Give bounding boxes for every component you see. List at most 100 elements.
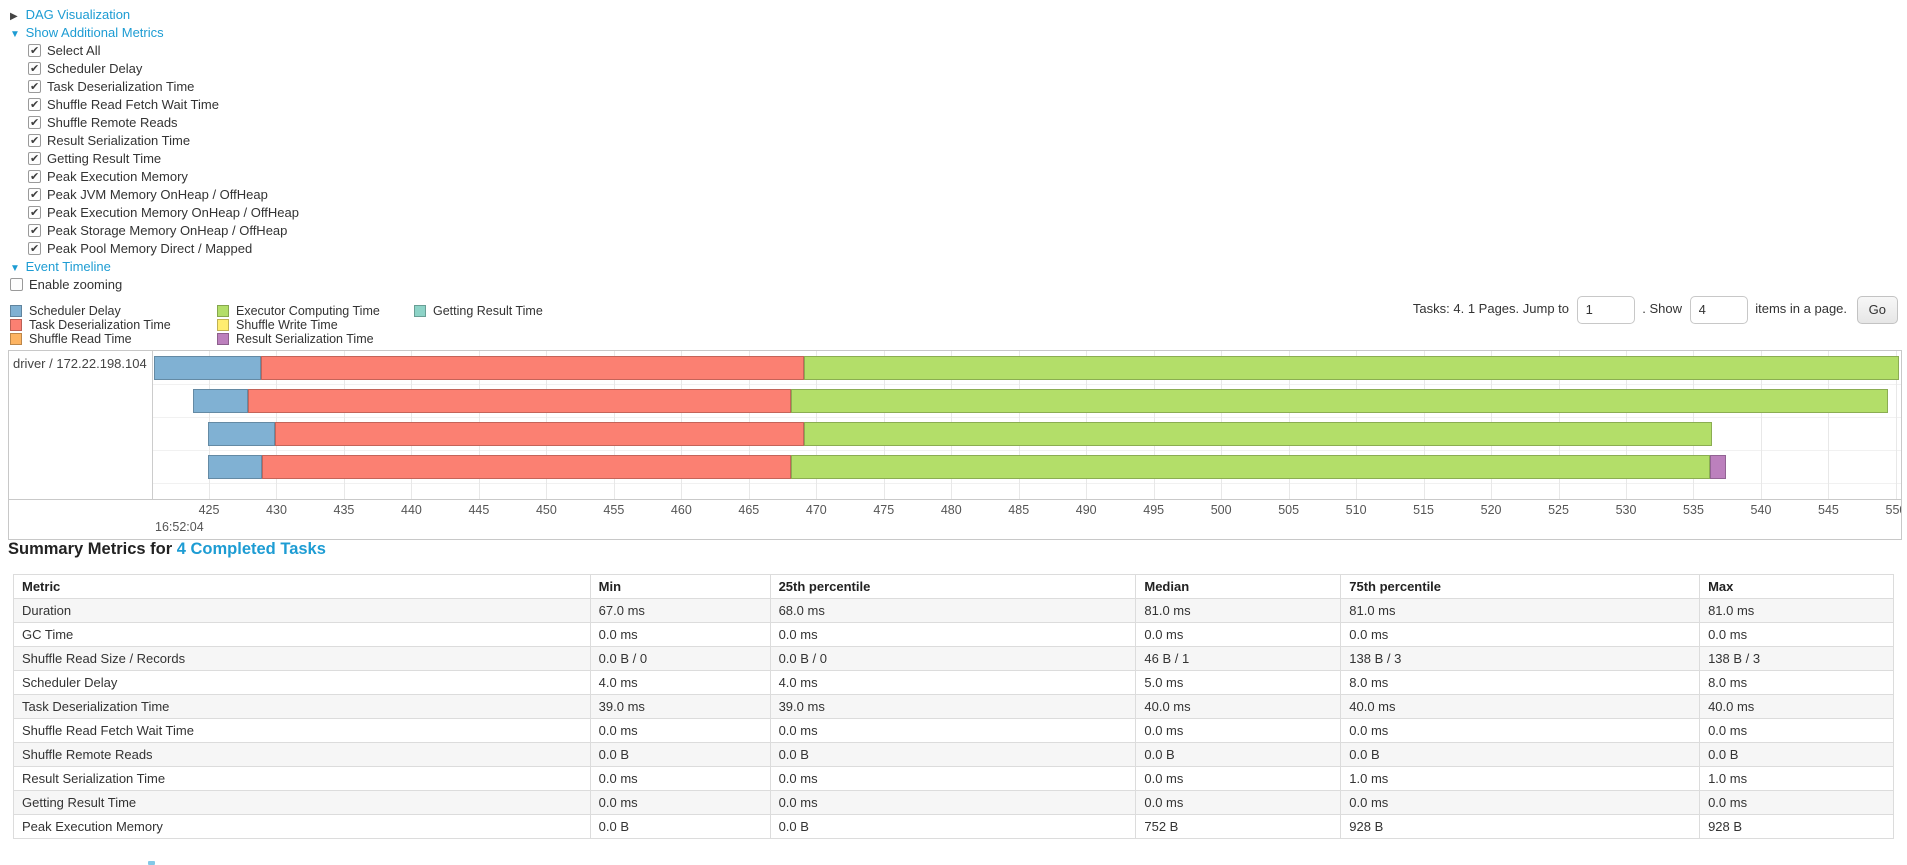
task-segment-result-serialization-time[interactable]: [1709, 455, 1726, 479]
task-segment-scheduler-delay[interactable]: [153, 356, 261, 380]
metric-value-cell: 68.0 ms: [769, 598, 1137, 623]
metric-value-cell: 0.0 ms: [589, 766, 771, 791]
task-pagination: Tasks: 4. 1 Pages. Jump to . Show items …: [1413, 294, 1898, 324]
task-segment-executor-computing-time[interactable]: [790, 389, 1888, 413]
jump-to-page-input[interactable]: [1576, 295, 1635, 324]
column-header: Min: [589, 574, 771, 599]
metric-checkbox[interactable]: [28, 204, 41, 222]
timeline-plot-area[interactable]: [153, 351, 1901, 499]
metric-value-cell: 0.0 ms: [1135, 790, 1342, 815]
go-button[interactable]: Go: [1856, 295, 1898, 324]
legend-item: Scheduler Delay: [10, 304, 205, 318]
metric-checkbox-label: Peak Storage Memory OnHeap / OffHeap: [47, 223, 288, 238]
metric-value-cell: 46 B / 1: [1135, 646, 1342, 671]
metric-checkbox[interactable]: [28, 78, 41, 96]
metric-option[interactable]: Shuffle Remote Reads: [28, 114, 299, 132]
metric-value-cell: 8.0 ms: [1340, 670, 1701, 695]
legend-item: Executor Computing Time: [217, 304, 402, 318]
gridline: [1760, 351, 1762, 499]
task-segment-scheduler-delay[interactable]: [207, 455, 262, 479]
legend-label: Getting Result Time: [433, 304, 543, 318]
metric-name-cell: Duration: [13, 598, 591, 623]
metric-checkbox[interactable]: [28, 60, 41, 78]
axis-tick-label: 475: [873, 503, 895, 517]
metric-option[interactable]: Peak Execution Memory: [28, 168, 299, 186]
metric-checkbox[interactable]: [28, 114, 41, 132]
metric-option[interactable]: Peak Storage Memory OnHeap / OffHeap: [28, 222, 299, 240]
metric-checkbox-label: Peak Pool Memory Direct / Mapped: [47, 241, 253, 256]
task-segment-scheduler-delay[interactable]: [207, 422, 276, 446]
task-segment-task-deserialization-time[interactable]: [275, 422, 805, 446]
metric-option[interactable]: Shuffle Read Fetch Wait Time: [28, 96, 299, 114]
legend-swatch-icon: [217, 319, 229, 331]
metric-value-cell: 138 B / 3: [1699, 646, 1894, 671]
metric-value-cell: 8.0 ms: [1699, 670, 1894, 695]
metric-checkbox[interactable]: [28, 96, 41, 114]
legend-label: Task Deserialization Time: [29, 318, 171, 332]
items-per-page-input[interactable]: [1689, 295, 1748, 324]
legend-swatch-icon: [217, 305, 229, 317]
task-segment-task-deserialization-time[interactable]: [248, 389, 791, 413]
metric-value-cell: 0.0 B: [589, 814, 771, 839]
event-timeline-chart[interactable]: driver / 172.22.198.104 425 430 435 440 445 4…: [8, 350, 1902, 540]
enable-zooming-option[interactable]: Enable zooming: [10, 276, 299, 294]
event-timeline-toggle[interactable]: ▼ Event Timeline: [10, 258, 299, 276]
metric-checkbox[interactable]: [28, 42, 41, 60]
metric-name-cell: Peak Execution Memory: [13, 814, 591, 839]
task-segment-scheduler-delay[interactable]: [192, 389, 249, 413]
metric-value-cell: 39.0 ms: [589, 694, 771, 719]
metric-value-cell: 928 B: [1699, 814, 1894, 839]
task-segment-executor-computing-time[interactable]: [804, 422, 1713, 446]
metric-checkbox[interactable]: [28, 150, 41, 168]
metric-checkbox-label: Peak Execution Memory: [47, 169, 188, 184]
legend-swatch-icon: [10, 319, 22, 331]
axis-tick-label: 440: [400, 503, 422, 517]
metric-value-cell: 0.0 ms: [1135, 718, 1342, 743]
metric-option[interactable]: Scheduler Delay: [28, 60, 299, 78]
event-timeline-link[interactable]: Event Timeline: [25, 259, 111, 274]
pagination-suffix: items in a page.: [1755, 301, 1848, 316]
dag-visualization-toggle[interactable]: ▶ DAG Visualization: [10, 6, 299, 24]
task-segment-executor-computing-time[interactable]: [804, 356, 1899, 380]
task-timeline-bar[interactable]: [153, 422, 1901, 446]
metric-checkbox[interactable]: [28, 186, 41, 204]
task-timeline-bar[interactable]: [153, 389, 1901, 413]
completed-tasks-link[interactable]: 4 Completed Tasks: [176, 540, 326, 558]
metric-value-cell: 0.0 B: [769, 814, 1137, 839]
metric-checkbox-label: Getting Result Time: [47, 151, 162, 166]
metric-checkbox[interactable]: [28, 222, 41, 240]
metric-value-cell: 4.0 ms: [589, 670, 771, 695]
enable-zooming-checkbox[interactable]: [10, 278, 23, 291]
metric-option[interactable]: Select All: [28, 42, 299, 60]
task-timeline-bar[interactable]: [153, 455, 1901, 479]
metric-value-cell: 0.0 ms: [1135, 766, 1342, 791]
cutoff-content-below-fold: [148, 861, 155, 865]
axis-tick-label: 535: [1683, 503, 1704, 517]
metric-checkbox[interactable]: [28, 132, 41, 150]
metric-option[interactable]: Getting Result Time: [28, 150, 299, 168]
metric-value-cell: 0.0 ms: [769, 718, 1137, 743]
metric-name-cell: Shuffle Remote Reads: [13, 742, 591, 767]
dag-visualization-link[interactable]: DAG Visualization: [25, 7, 131, 22]
table-row: Getting Result Time 0.0 ms 0.0 ms 0.0 ms 0.0…: [13, 790, 1894, 815]
metric-option[interactable]: Peak Pool Memory Direct / Mapped: [28, 240, 299, 258]
metric-option[interactable]: Peak JVM Memory OnHeap / OffHeap: [28, 186, 299, 204]
task-segment-task-deserialization-time[interactable]: [260, 356, 805, 380]
legend-swatch-icon: [414, 305, 426, 317]
show-additional-metrics-link[interactable]: Show Additional Metrics: [25, 25, 164, 40]
timeline-legend-bar: Scheduler Delay Task Deserialization Time…: [10, 295, 1900, 350]
show-additional-metrics-toggle[interactable]: ▼ Show Additional Metrics: [10, 24, 299, 42]
axis-tick-label: 445: [468, 503, 490, 517]
metric-option[interactable]: Peak Execution Memory OnHeap / OffHeap: [28, 204, 299, 222]
task-timeline-bar[interactable]: [153, 356, 1901, 380]
metric-checkbox[interactable]: [28, 168, 41, 186]
task-segment-executor-computing-time[interactable]: [790, 455, 1710, 479]
metric-option[interactable]: Task Deserialization Time: [28, 78, 299, 96]
metric-checkbox[interactable]: [28, 240, 41, 258]
metric-value-cell: 0.0 B: [769, 742, 1137, 767]
axis-tick-label: 425: [198, 503, 220, 517]
task-segment-task-deserialization-time[interactable]: [261, 455, 791, 479]
metric-value-cell: 0.0 ms: [589, 790, 771, 815]
legend-column: Scheduler Delay Task Deserialization Time…: [10, 304, 205, 346]
metric-option[interactable]: Result Serialization Time: [28, 132, 299, 150]
